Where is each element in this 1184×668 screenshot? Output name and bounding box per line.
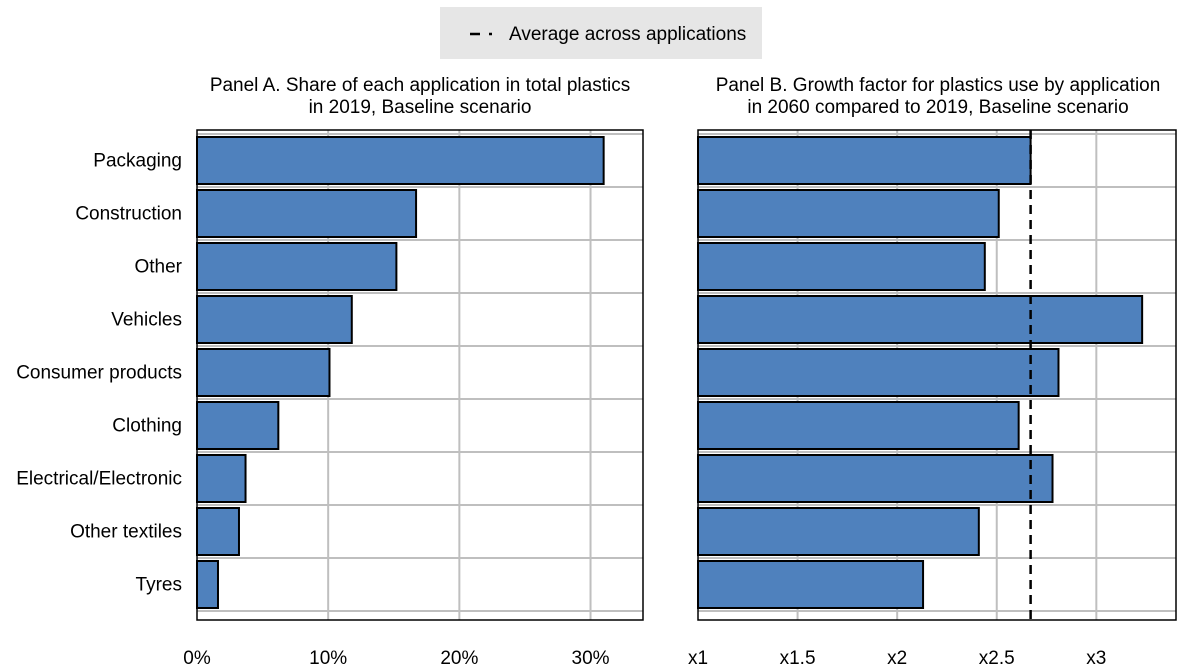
- panel-a: Panel A. Share of each application in to…: [16, 75, 644, 668]
- bar-consumer-products: [697, 348, 1060, 397]
- bar-construction: [697, 189, 1000, 238]
- panel-title-line: Panel B. Growth factor for plastics use …: [716, 75, 1161, 96]
- bar-packaging: [697, 136, 1032, 185]
- legend-box: [440, 7, 762, 59]
- x-tick-label: 0%: [183, 648, 211, 668]
- panel-title-line: Panel A. Share of each application in to…: [210, 75, 630, 96]
- bar-clothing: [697, 401, 1020, 450]
- bar-construction: [196, 189, 418, 238]
- category-label: Electrical/Electronic: [16, 469, 182, 490]
- bar-packaging: [196, 136, 605, 185]
- x-tick-label: x3: [1086, 648, 1106, 668]
- bar-electrical-electronic: [196, 454, 247, 503]
- category-label: Tyres: [136, 575, 182, 596]
- category-label: Vehicles: [111, 310, 182, 331]
- legend-label: Average across applications: [509, 24, 746, 45]
- bar-vehicles: [196, 295, 353, 344]
- bar-other: [196, 242, 398, 291]
- panel-b: Panel B. Growth factor for plastics use …: [688, 75, 1177, 668]
- bar-other-textiles: [697, 507, 980, 556]
- x-tick-label: x2: [887, 648, 907, 668]
- x-tick-label: x2.5: [979, 648, 1015, 668]
- panel-title-line: in 2019, Baseline scenario: [309, 97, 532, 118]
- category-label: Construction: [75, 204, 182, 225]
- x-tick-label: 30%: [572, 648, 610, 668]
- bar-consumer-products: [196, 348, 331, 397]
- category-label: Other: [134, 257, 182, 278]
- category-label: Packaging: [93, 151, 182, 172]
- x-tick-label: x1: [688, 648, 708, 668]
- legend: Average across applications: [440, 7, 762, 59]
- bar-tyres: [196, 560, 219, 609]
- x-tick-label: 20%: [440, 648, 478, 668]
- category-label: Clothing: [112, 416, 182, 437]
- x-tick-label: 10%: [309, 648, 347, 668]
- panel-title-line: in 2060 compared to 2019, Baseline scena…: [747, 97, 1128, 118]
- category-label: Other textiles: [70, 522, 182, 543]
- x-tick-label: x1.5: [780, 648, 816, 668]
- bar-other: [697, 242, 986, 291]
- bar-tyres: [697, 560, 925, 609]
- bar-clothing: [196, 401, 280, 450]
- category-label: Consumer products: [16, 363, 182, 384]
- bar-electrical-electronic: [697, 454, 1054, 503]
- bar-vehicles: [697, 295, 1144, 344]
- bar-other-textiles: [196, 507, 240, 556]
